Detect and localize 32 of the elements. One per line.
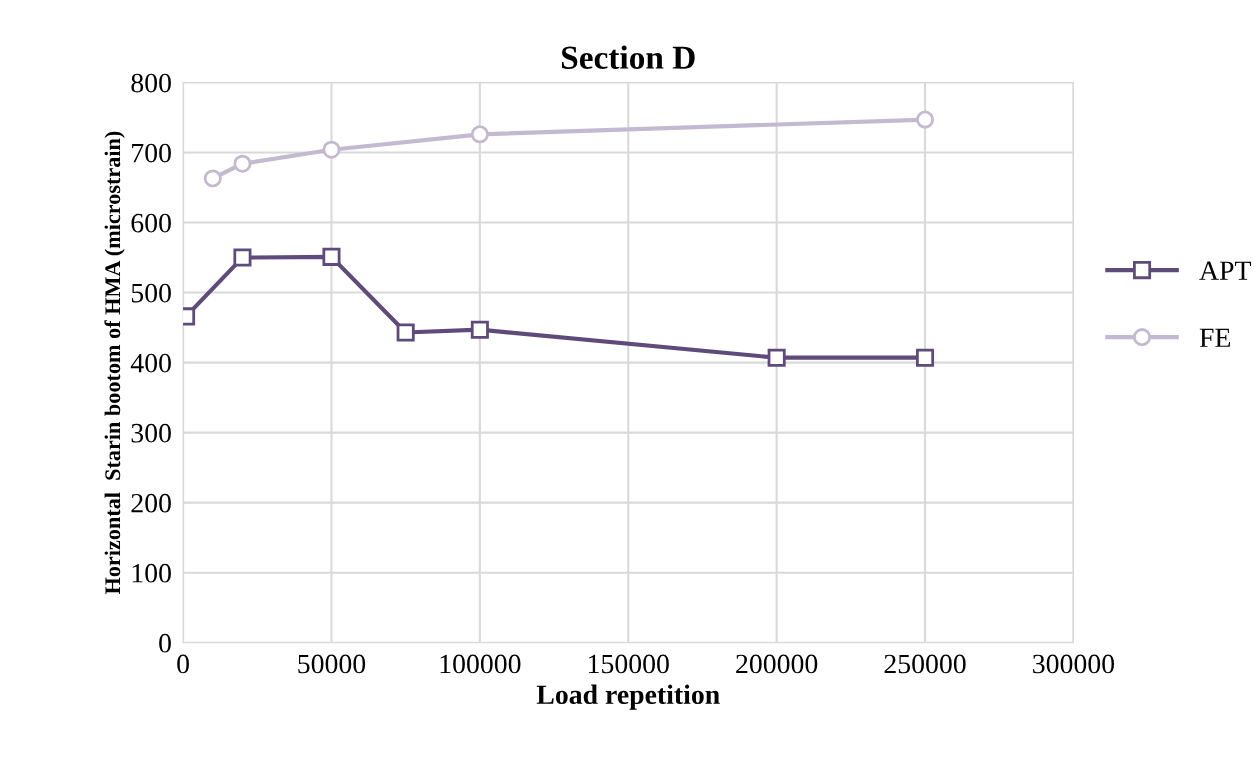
y-tick-label: 500 (131, 283, 171, 303)
y-tick-label: 700 (132, 143, 171, 163)
point (233, 154, 252, 173)
y-tick-label: 200 (131, 493, 171, 513)
y-tick-label: 100 (132, 563, 171, 583)
point (470, 125, 489, 144)
point (203, 169, 222, 188)
point (322, 140, 341, 159)
y-tick-label: 400 (130, 353, 171, 373)
chart-title: Section D (561, 45, 695, 69)
x-axis-title: Load repetition (536, 684, 720, 710)
point (470, 320, 489, 339)
x-tick-label: 0 (177, 654, 189, 674)
point (767, 348, 786, 367)
legend-label: FE (1199, 328, 1231, 347)
point (916, 110, 935, 129)
y-tick-label: 0 (159, 633, 171, 653)
point (322, 247, 341, 266)
y-tick-label: 600 (131, 213, 171, 233)
x-tick-label: 250000 (884, 654, 966, 674)
x-tick-label: 100000 (440, 654, 521, 674)
x-tick-label: 200000 (736, 654, 818, 674)
x-tick-label: 300000 (1033, 654, 1115, 674)
x-tick-label: 50000 (298, 654, 366, 674)
y-axis-title: Horizontal Starin bootom of HMA (microstrain) (104, 131, 125, 595)
y-tick-label: 800 (131, 73, 171, 93)
legend-label: APT (1199, 261, 1252, 280)
point (396, 323, 415, 342)
point (233, 248, 252, 267)
point (916, 348, 935, 367)
x-tick-label: 150000 (589, 654, 669, 674)
y-tick-label: 300 (131, 423, 171, 443)
